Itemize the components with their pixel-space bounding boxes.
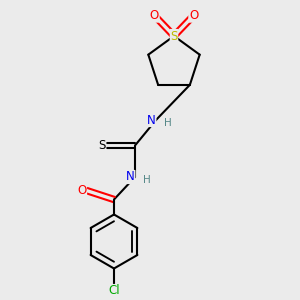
Text: O: O	[150, 9, 159, 22]
Text: O: O	[189, 9, 198, 22]
Text: Cl: Cl	[108, 284, 120, 298]
Text: O: O	[77, 184, 86, 197]
Text: S: S	[98, 139, 106, 152]
Text: S: S	[170, 29, 178, 43]
Text: N: N	[147, 113, 156, 127]
Text: H: H	[164, 118, 172, 128]
Text: N: N	[126, 170, 135, 184]
Text: H: H	[143, 175, 151, 185]
